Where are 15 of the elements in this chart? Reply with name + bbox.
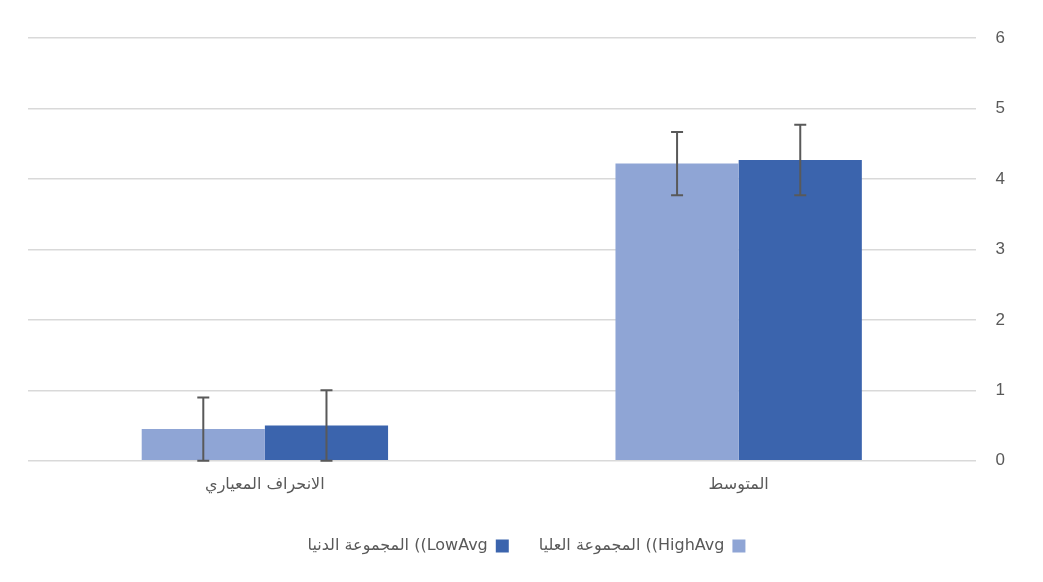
y-tick-label: 2 <box>995 309 1006 329</box>
y-tick-label: 1 <box>995 380 1006 400</box>
legend-label: المجموعة العليا ((HighAvg <box>538 535 725 556</box>
y-tick-label: 5 <box>995 98 1006 118</box>
y-tick-label: 4 <box>995 168 1006 188</box>
legend-label: المجموعة الدنيا ((LowAvg <box>307 535 488 556</box>
x-tick-label: المتوسط <box>708 473 769 494</box>
bar <box>264 425 389 461</box>
y-tick-label: 6 <box>995 27 1006 47</box>
y-tick-label: 0 <box>995 450 1006 470</box>
bar <box>738 160 862 461</box>
y-tick-label: 3 <box>995 239 1006 259</box>
bar <box>141 429 265 461</box>
x-tick-label: الانحراف المعياري <box>205 473 325 494</box>
bar <box>615 163 739 461</box>
